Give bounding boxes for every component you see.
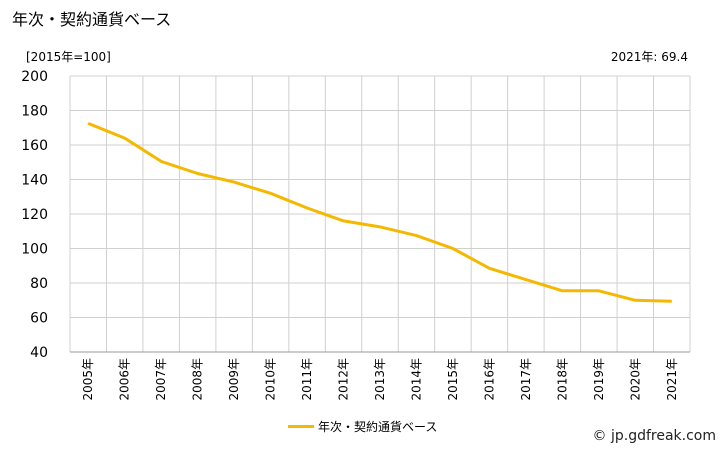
y-tick-label: 40	[30, 345, 48, 361]
x-tick-label: 2019年	[592, 358, 606, 401]
x-tick-label: 2017年	[519, 358, 533, 401]
x-tick-label: 2020年	[628, 358, 642, 401]
x-tick-label: 2016年	[482, 358, 496, 401]
y-tick-label: 120	[21, 207, 48, 223]
y-tick-label: 60	[30, 311, 48, 327]
legend: 年次・契約通貨ベース	[288, 418, 437, 435]
y-tick-label: 180	[21, 104, 48, 120]
y-tick-label: 100	[21, 242, 48, 258]
x-tick-label: 2018年	[555, 358, 569, 401]
y-tick-label: 80	[30, 276, 48, 292]
x-tick-label: 2008年	[191, 358, 205, 401]
x-tick-label: 2013年	[373, 358, 387, 401]
x-tick-label: 2012年	[337, 358, 351, 401]
y-tick-label: 200	[21, 69, 48, 85]
y-tick-label: 160	[21, 138, 48, 154]
series-line	[87, 122, 672, 303]
x-tick-label: 2014年	[409, 358, 423, 401]
x-tick-label: 2009年	[227, 358, 241, 401]
legend-swatch	[288, 425, 314, 428]
y-tick-label: 140	[21, 173, 48, 189]
latest-value-label: 2021年: 69.4	[610, 50, 688, 64]
x-tick-label: 2021年	[665, 358, 679, 401]
x-tick-label: 2005年	[81, 358, 95, 401]
x-tick-label: 2006年	[118, 358, 132, 401]
x-tick-label: 2011年	[300, 358, 314, 401]
x-tick-label: 2015年	[446, 358, 460, 401]
x-tick-label: 2010年	[264, 358, 278, 401]
chart-title: 年次・契約通貨ベース	[12, 10, 172, 29]
unit-label: [2015年=100]	[26, 50, 111, 64]
legend-label: 年次・契約通貨ベース	[318, 420, 438, 434]
credit-text: © jp.gdfreak.com	[592, 428, 716, 444]
x-tick-label: 2007年	[154, 358, 168, 401]
